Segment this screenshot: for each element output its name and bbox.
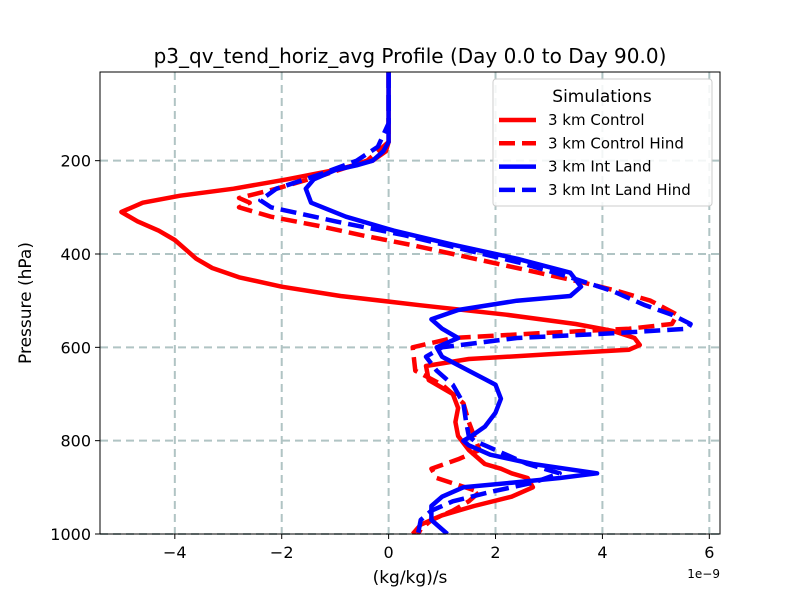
series-line-3-km-int-land-hind bbox=[258, 72, 693, 534]
legend-label: 3 km Control Hind bbox=[548, 134, 684, 152]
chart-title: p3_qv_tend_horiz_avg Profile (Day 0.0 to… bbox=[154, 44, 667, 68]
legend-label: 3 km Int Land Hind bbox=[548, 181, 691, 199]
y-axis-label: Pressure (hPa) bbox=[16, 242, 36, 364]
y-axis: 200 400 600 800 1000 bbox=[50, 152, 100, 544]
x-tick-label: −2 bbox=[270, 543, 294, 562]
y-tick-label: 400 bbox=[60, 245, 91, 264]
legend: Simulations 3 km Control 3 km Control Hin… bbox=[492, 78, 713, 207]
x-axis-label: (kg/kg)/s bbox=[373, 568, 448, 588]
x-offset-label: 1e−9 bbox=[687, 567, 720, 581]
y-tick-label: 600 bbox=[60, 338, 91, 357]
series-line-3-km-control-hind bbox=[236, 72, 680, 534]
series-line-3-km-control bbox=[119, 72, 643, 534]
y-tick-label: 1000 bbox=[50, 525, 91, 544]
x-tick-label: 4 bbox=[597, 543, 607, 562]
plot-frame bbox=[99, 71, 721, 535]
series-line-3-km-int-land bbox=[303, 72, 600, 534]
legend-title: Simulations bbox=[552, 87, 652, 107]
x-tick-label: 2 bbox=[490, 543, 500, 562]
x-tick-label: 6 bbox=[704, 543, 714, 562]
y-tick-label: 200 bbox=[60, 152, 91, 171]
legend-label: 3 km Control bbox=[548, 111, 645, 129]
legend-box bbox=[492, 78, 713, 207]
legend-label: 3 km Int Land bbox=[548, 158, 652, 176]
x-tick-label: 0 bbox=[384, 543, 394, 562]
y-tick-label: 800 bbox=[60, 432, 91, 451]
series-layer bbox=[119, 72, 693, 534]
x-axis: −4 −2 0 2 4 6 bbox=[163, 534, 714, 562]
x-tick-label: −4 bbox=[163, 543, 187, 562]
